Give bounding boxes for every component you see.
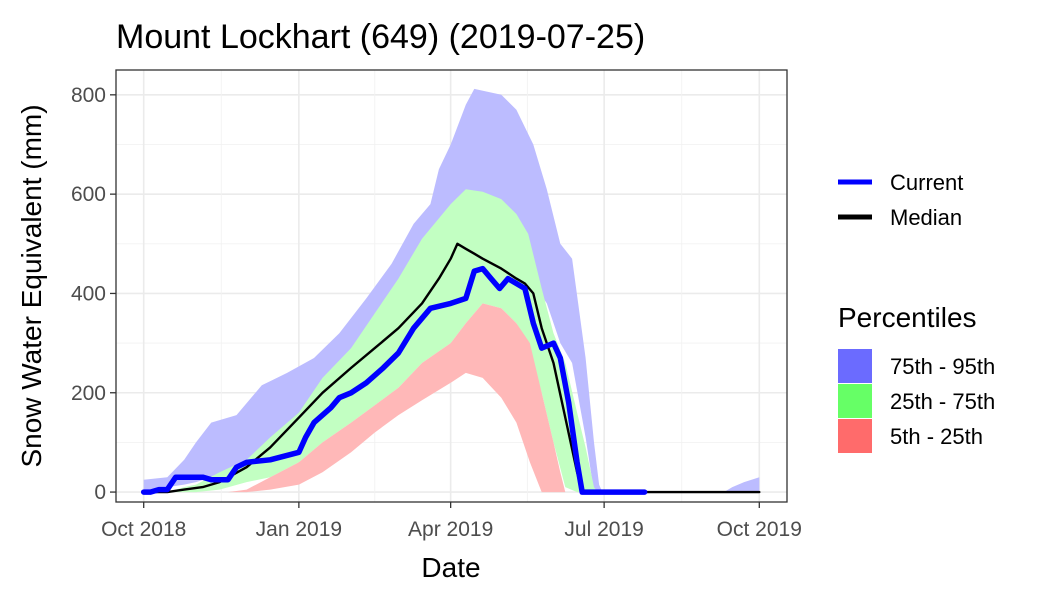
legend-label-percentile: 5th - 25th [890, 424, 983, 449]
series-line-median [142, 242, 761, 494]
x-axis-title: Date [421, 552, 480, 583]
legend-swatch [838, 349, 872, 383]
legend-label-percentile: 25th - 75th [890, 389, 995, 414]
plot-border [115, 69, 788, 503]
axis-ticks: 0 200 400 600 800 Oct 2018 Jan 2019 Apr 2019 Jul… [71, 84, 802, 541]
legend-label-percentile: 75th - 95th [890, 354, 995, 379]
legend-title-percentiles: Percentiles [838, 302, 977, 333]
y-tick-label: 400 [71, 282, 106, 305]
plot-panel: 0 200 400 600 800 Oct 2018 Jan 2019 Apr 2019 Jul… [71, 69, 802, 541]
series-lines [140, 242, 761, 495]
x-tick-label: Apr 2019 [408, 518, 493, 541]
y-tick-label: 800 [71, 84, 106, 107]
chart-title: Mount Lockhart (649) (2019-07-25) [116, 18, 645, 56]
legend: Current Median Percentiles 75th - 95th 25th … [838, 170, 995, 453]
band-5th-25th [228, 303, 566, 493]
x-tick-label: Jul 2019 [564, 518, 643, 541]
x-tick-label: Oct 2018 [101, 518, 186, 541]
y-axis-title: Snow Water Equivalent (mm) [16, 104, 47, 467]
legend-swatch [838, 419, 872, 453]
x-tick-label: Oct 2019 [717, 518, 802, 541]
y-tick-label: 200 [71, 382, 106, 405]
legend-label-median: Median [890, 205, 962, 230]
y-tick-label: 0 [94, 481, 106, 504]
band-75th-95th [143, 88, 760, 493]
legend-label-current: Current [890, 170, 963, 195]
y-tick-label: 600 [71, 183, 106, 206]
legend-swatch [838, 384, 872, 418]
x-tick-label: Jan 2019 [256, 518, 342, 541]
series-line-current [140, 265, 648, 495]
